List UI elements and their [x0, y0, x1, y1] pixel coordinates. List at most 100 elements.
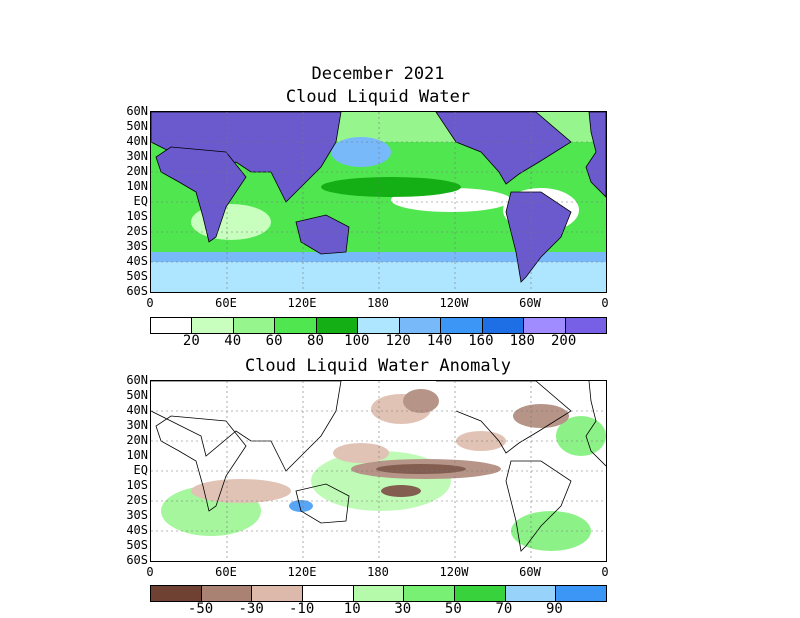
lat2-label-20s: 20S: [126, 493, 148, 507]
nw-pacific-region: [331, 137, 391, 167]
anom-neg-south-indian: [191, 479, 291, 503]
lat2-label-10n: 10N: [126, 448, 148, 462]
colorbar2-swatch: [151, 586, 202, 601]
colorbar1-swatch: [565, 318, 606, 333]
lat2-label-50s: 50S: [126, 538, 148, 552]
lon-label-120w: 120W: [439, 296, 469, 310]
colorbar1-tick-label: 80: [307, 333, 324, 349]
lon2-label-0: 0: [146, 565, 154, 579]
lon2-label-120w: 120W: [439, 565, 469, 579]
australia-coast: [295, 483, 350, 524]
lat-label-40s: 40S: [126, 254, 148, 268]
lat-label-30s: 30S: [126, 239, 148, 253]
cloud-liquid-water-anomaly-title: Cloud Liquid Water Anomaly: [244, 356, 512, 376]
colorbar2-swatch: [353, 586, 405, 601]
lat2-label-50n: 50N: [126, 388, 148, 402]
colorbar2-swatch: [252, 586, 304, 601]
lon2-label-60e: 60E: [215, 565, 237, 579]
anom-pos-north-atlantic: [556, 416, 606, 456]
lat-label-50s: 50S: [126, 269, 148, 283]
colorbar1-tick-label: 40: [224, 333, 242, 349]
europe-africa-east-edge-land: [585, 112, 606, 198]
colorbar2-swatch: [404, 586, 456, 601]
colorbar2-tick-label: -30: [238, 601, 264, 617]
lat2-label-60s: 60S: [126, 553, 148, 567]
lon2-label-120e: 120E: [287, 565, 317, 579]
colorbar1-swatch: [275, 318, 317, 333]
map-month-title: December 2021: [311, 64, 445, 84]
lon-label-180: 180: [367, 296, 389, 310]
colorbar2-swatch: [303, 586, 354, 601]
lat-label-60s: 60S: [126, 284, 148, 298]
colorbar2-swatch: [455, 586, 506, 601]
anom-neg-north-pacific-core: [403, 389, 439, 413]
lon2-label-0-east: 0: [601, 565, 609, 579]
lat-label-20s: 20S: [126, 224, 148, 238]
colorbar1-swatch: [192, 318, 234, 333]
lat2-label-30s: 30S: [126, 508, 148, 522]
cloud-liquid-water-title: Cloud Liquid Water: [285, 87, 471, 107]
colorbar1-tick-label: 140: [426, 333, 453, 349]
colorbar1-swatch: [233, 318, 276, 333]
north-america-coast: [436, 381, 572, 454]
anom-neg-north-atlantic: [513, 404, 569, 428]
anomaly-patches: [161, 389, 606, 551]
colorbar1-swatch: [441, 318, 483, 333]
east-edge-coast: [585, 381, 606, 467]
lat2-label-20n: 20N: [126, 433, 148, 447]
lat2-label-eq: EQ: [133, 463, 148, 477]
colorbar2-tick-label: 10: [343, 601, 361, 617]
colorbar2-tick-label: 30: [394, 601, 412, 617]
colorbar1-tick-label: 160: [468, 333, 494, 349]
cloud-liquid-water-anomaly-map: [150, 380, 607, 562]
anom-pos-australia-blue: [289, 500, 313, 512]
lat-label-40n: 40N: [126, 134, 148, 148]
colorbar2-swatch: [505, 586, 557, 601]
anomaly-field: [151, 381, 606, 561]
lon2-label-60w: 60W: [519, 565, 541, 579]
colorbar1-tick-label: 180: [509, 333, 535, 349]
colorbar2-tick-label: -10: [289, 601, 315, 617]
lat2-label-40s: 40S: [126, 523, 148, 537]
colorbar1-tick-label: 20: [182, 333, 200, 349]
lat2-label-60n: 60N: [126, 373, 148, 387]
lat2-label-40n: 40N: [126, 403, 148, 417]
cloud-liquid-water-map: [150, 111, 607, 293]
colorbar1-tick-label: 200: [550, 333, 577, 349]
colorbar1-swatch: [482, 318, 525, 333]
itcz-band: [321, 177, 461, 197]
lat-label-20n: 20N: [126, 164, 148, 178]
colorbar2-swatch: [556, 586, 607, 601]
colorbar1-tick-label: 120: [385, 333, 411, 349]
lat-label-eq: EQ: [133, 194, 148, 208]
eurasia-coast: [151, 381, 342, 472]
anom-neg-south-pacific-core: [381, 485, 421, 497]
lon-label-0: 0: [146, 296, 154, 310]
grid-lines: [151, 112, 606, 292]
colorbar2-tick-label: 90: [546, 601, 563, 617]
lat-label-30n: 30N: [126, 149, 148, 163]
africa-land: [155, 146, 247, 243]
lon-label-120e: 120E: [287, 296, 317, 310]
cloud-liquid-water-field: [151, 112, 606, 292]
anom-neg-equatorial-core: [376, 464, 466, 474]
australia-land: [295, 214, 350, 255]
colorbar-cloud-liquid-water: [150, 317, 607, 334]
lat2-label-30n: 30N: [126, 418, 148, 432]
colorbar2-tick-label: 70: [495, 601, 513, 617]
colorbar1-tick-label: 100: [344, 333, 370, 349]
lat-label-60n: 60N: [126, 104, 148, 118]
colorbar1-swatch: [524, 318, 566, 333]
colorbar2-tick-label: 50: [444, 601, 462, 617]
lat-label-50n: 50N: [126, 119, 148, 133]
lon-label-60e: 60E: [215, 296, 237, 310]
grid-lines: [151, 381, 606, 561]
southern-ocean-band-light: [151, 262, 606, 292]
colorbar1-swatch: [399, 318, 442, 333]
lon2-label-180: 180: [367, 565, 389, 579]
colorbar1-swatch: [151, 318, 193, 333]
colorbar1-swatch: [316, 318, 359, 333]
colorbar-anomaly: [150, 585, 607, 602]
colorbar1-swatch: [358, 318, 400, 333]
lon-label-0-east: 0: [601, 296, 609, 310]
